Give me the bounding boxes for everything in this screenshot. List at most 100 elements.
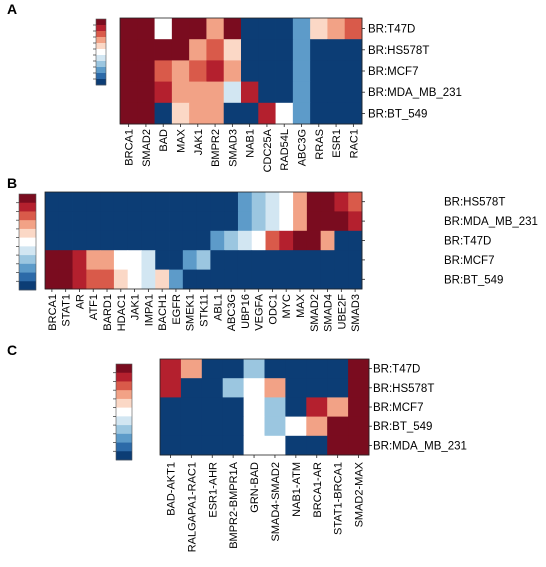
colorbar-swatch — [116, 390, 132, 400]
heatmap-cell — [237, 269, 253, 290]
heatmap-cell — [241, 102, 259, 125]
column-label: STAT1-BRCA1 — [333, 462, 345, 535]
heatmap-cell — [320, 230, 335, 251]
colorbar-swatch — [96, 55, 106, 62]
column-label: JAK1 — [130, 294, 142, 320]
heatmap-cell — [237, 230, 253, 251]
heatmap-cell — [100, 269, 115, 290]
heatmap-cell — [154, 18, 173, 40]
heatmap-cell — [169, 250, 184, 270]
heatmap-cell — [265, 269, 280, 290]
heatmap-cell — [306, 250, 322, 270]
heatmap-cell — [306, 211, 322, 232]
heatmap-cell — [327, 81, 346, 104]
heatmap-cell — [201, 416, 224, 437]
heatmap-cell — [155, 192, 170, 212]
heatmap-cell — [285, 359, 307, 379]
heatmap-cell — [264, 435, 286, 456]
heatmap-cell — [113, 192, 129, 212]
row-label: BR:MDA_MB_231 — [444, 216, 538, 228]
colorbar-swatch — [96, 37, 106, 44]
column-label: STAT1 — [61, 294, 73, 327]
heatmap-cell — [222, 359, 244, 379]
heatmap-cell — [182, 230, 198, 251]
heatmap-cell — [275, 60, 294, 82]
heatmap-cell — [348, 397, 370, 417]
heatmap-cell — [155, 230, 170, 251]
colorbar-swatch — [116, 451, 132, 461]
heatmap-cell — [180, 359, 203, 379]
heatmap-cell — [58, 250, 73, 270]
heatmap-cell — [141, 250, 156, 270]
heatmap-cell — [223, 81, 242, 104]
heatmap-cell — [243, 416, 265, 437]
column-label: VEGFA — [254, 293, 266, 330]
column-label: CDC25A — [262, 128, 274, 172]
heatmap-cell — [285, 397, 307, 417]
heatmap-cell — [264, 359, 286, 379]
heatmap-cell — [293, 250, 308, 270]
heatmap-cell — [243, 435, 265, 456]
column-label: MAX — [176, 128, 188, 153]
heatmap-cell — [292, 18, 311, 40]
heatmap-cell — [154, 60, 173, 82]
heatmap-cell — [155, 250, 170, 270]
heatmap-cell — [206, 81, 225, 104]
column-label: SMAD4 — [323, 294, 335, 332]
heatmap-cell — [58, 211, 73, 232]
heatmap-cell — [320, 211, 335, 232]
heatmap-cell — [224, 250, 239, 270]
colorbar-swatch — [116, 372, 132, 382]
heatmap-cell — [348, 250, 363, 270]
column-label: SMAD2-MAX — [354, 461, 366, 527]
heatmap-cell — [222, 397, 244, 417]
heatmap-cell — [241, 60, 259, 82]
heatmap-cell — [160, 435, 182, 456]
heatmap-cell — [127, 269, 142, 290]
row-label: BR:HS578T — [368, 45, 429, 57]
row-label: BR:HS578T — [444, 197, 505, 209]
heatmap-cell — [251, 230, 266, 251]
heatmap-cell — [348, 378, 370, 398]
heatmap-cell — [141, 211, 156, 232]
heatmap-cell — [127, 211, 142, 232]
heatmap-cell — [154, 81, 173, 104]
heatmap-cell — [113, 250, 129, 270]
heatmap-cell — [196, 230, 211, 251]
row-label: BR:BT_549 — [368, 108, 427, 120]
heatmap-cell — [45, 230, 60, 251]
heatmap-cell — [72, 211, 87, 232]
heatmap-cell — [241, 39, 259, 61]
colorbar-swatch — [19, 211, 36, 221]
heatmap-cell — [169, 269, 184, 290]
heatmap-cell — [265, 211, 280, 232]
heatmap-cell — [206, 18, 225, 40]
colorbar-swatch — [19, 228, 36, 238]
colorbar-swatch — [96, 43, 106, 50]
heatmap-cell — [265, 230, 280, 251]
heatmap-cell — [189, 81, 207, 104]
heatmap-cell — [348, 416, 370, 437]
heatmap-cell — [306, 269, 322, 290]
heatmap-cell — [206, 102, 225, 125]
row-label: BR:HS578T — [373, 383, 434, 395]
column-label: ESR1 — [331, 129, 343, 158]
colorbar — [93, 18, 107, 86]
heatmap-cell — [180, 378, 203, 398]
column-label: IMPA1 — [143, 294, 155, 326]
colorbar-swatch — [19, 272, 36, 282]
heatmap-cell — [141, 192, 156, 212]
heatmap-cell — [127, 192, 142, 212]
colorbar-swatch — [96, 19, 106, 26]
heatmap-cell — [327, 18, 346, 40]
colorbar-swatch — [19, 281, 36, 291]
heatmap-cell — [223, 60, 242, 82]
heatmap-cell — [169, 230, 184, 251]
heatmap-cell — [189, 102, 207, 125]
heatmap-cell — [154, 102, 173, 125]
heatmap-cell — [237, 211, 253, 232]
colorbar-swatch — [19, 194, 36, 204]
heatmap-cell — [243, 378, 265, 398]
heatmap-cell — [45, 192, 60, 212]
heatmap-cell — [45, 250, 60, 270]
